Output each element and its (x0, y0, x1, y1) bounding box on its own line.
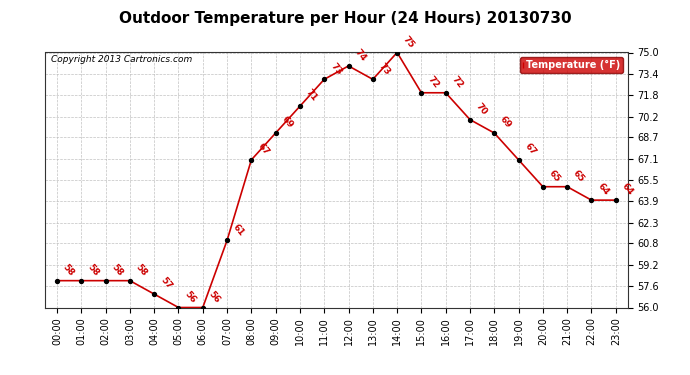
Point (489, 130, 500, 136)
Point (100, 278, 111, 284)
Point (367, 76, 378, 82)
Text: 69: 69 (280, 115, 295, 130)
Point (392, 50, 403, 55)
Text: 58: 58 (86, 262, 100, 278)
Text: 74: 74 (353, 48, 368, 63)
Text: 58: 58 (61, 262, 76, 278)
Text: 58: 58 (110, 262, 125, 278)
Point (124, 278, 135, 284)
Point (343, 63, 354, 69)
Text: 56: 56 (183, 290, 197, 305)
Text: 73: 73 (377, 61, 392, 76)
Point (513, 157, 524, 163)
Text: 70: 70 (474, 102, 489, 117)
Text: 61: 61 (231, 222, 246, 238)
Text: 67: 67 (255, 142, 270, 157)
Point (76, 278, 87, 284)
Text: 72: 72 (426, 75, 441, 90)
Point (295, 103, 306, 109)
Point (246, 157, 257, 163)
Text: Outdoor Temperature per Hour (24 Hours) 20130730: Outdoor Temperature per Hour (24 Hours) … (119, 11, 571, 26)
Point (319, 76, 330, 82)
Point (173, 304, 184, 310)
Text: 65: 65 (547, 169, 562, 184)
Text: 69: 69 (498, 115, 513, 130)
Point (440, 90, 451, 96)
Text: 75: 75 (402, 34, 416, 50)
Text: 57: 57 (158, 276, 173, 291)
Point (610, 197, 621, 203)
Point (464, 117, 475, 123)
Text: Copyright 2013 Cartronics.com: Copyright 2013 Cartronics.com (50, 55, 192, 64)
Text: 56: 56 (207, 290, 222, 305)
Point (148, 291, 159, 297)
Point (562, 184, 573, 190)
Point (416, 90, 427, 96)
Point (221, 237, 233, 243)
Text: 58: 58 (134, 262, 149, 278)
Point (586, 197, 597, 203)
Point (270, 130, 281, 136)
Legend: Temperature (°F): Temperature (°F) (520, 57, 623, 73)
Point (197, 304, 208, 310)
Text: 64: 64 (595, 182, 611, 197)
Text: 71: 71 (304, 88, 319, 104)
Text: 64: 64 (620, 182, 635, 197)
Text: 73: 73 (328, 61, 344, 76)
Text: 67: 67 (523, 142, 538, 157)
Text: 72: 72 (450, 75, 465, 90)
Text: 65: 65 (571, 169, 586, 184)
Point (52, 278, 63, 284)
Point (538, 184, 549, 190)
